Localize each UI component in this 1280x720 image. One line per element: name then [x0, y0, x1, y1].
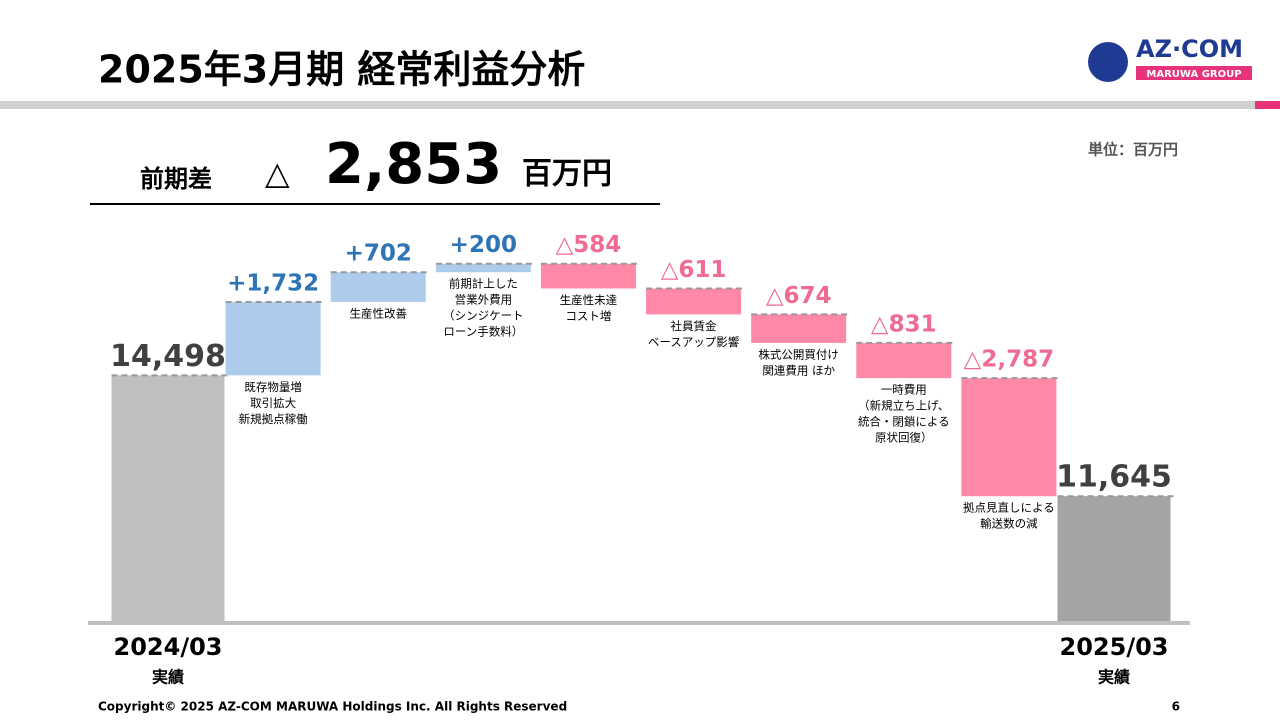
x-tick-label: 生産性改善	[349, 306, 407, 320]
x-tick-label: （シンジケート	[443, 309, 524, 323]
x-tick-label: 一時費用	[881, 383, 927, 397]
x-tick-label: 営業外費用	[455, 293, 513, 307]
header-accent	[1255, 101, 1280, 109]
x-tick-label: 社員賃金	[671, 319, 717, 333]
unit-note: 単位：百万円	[1088, 141, 1178, 159]
summary-value: 2,853	[325, 132, 502, 197]
value-label: 11,645	[1056, 460, 1172, 495]
value-label: +200	[450, 232, 517, 258]
x-tick-label: 前期計上した	[449, 277, 518, 291]
x-tick-label: 2024/03	[114, 633, 223, 661]
x-tick-label: 株式公開買付け	[758, 347, 839, 361]
x-tick-label: （新規立ち上げ、	[858, 399, 949, 413]
x-tick-label: 統合・閉鎖による	[858, 415, 950, 429]
logo: AZ·COM	[1136, 35, 1243, 63]
copyright: Copyright© 2025 AZ-COM MARUWA Holdings I…	[98, 700, 567, 714]
x-tick-label: 新規拠点稼働	[239, 412, 308, 426]
bar	[540, 263, 636, 289]
x-tick-label: 関連費用 ほか	[762, 363, 835, 377]
bar	[961, 378, 1057, 497]
title: 2025年3月期 経常利益分析	[98, 48, 585, 92]
bar	[1057, 496, 1171, 621]
bar	[111, 375, 225, 621]
bar	[856, 342, 952, 379]
logo-sub: MARUWA GROUP	[1146, 69, 1241, 80]
x-tick-label: 実績	[152, 668, 184, 687]
summary-sign: △	[265, 154, 290, 192]
value-label: 14,498	[110, 339, 226, 374]
bar	[225, 301, 321, 376]
summary-unit: 百万円	[522, 157, 612, 192]
logo-sub-bg	[1136, 66, 1252, 80]
bar	[646, 288, 742, 315]
value-label: △611	[661, 257, 727, 283]
x-tick-label: 実績	[1098, 668, 1130, 687]
bar	[435, 263, 531, 273]
x-tick-label: 取引拡大	[250, 396, 296, 410]
value-label: +702	[345, 241, 412, 267]
value-label: +1,732	[227, 270, 319, 296]
value-label: △831	[871, 311, 937, 337]
header-band	[0, 101, 1255, 109]
page-number: 6	[1172, 700, 1180, 714]
x-tick-label: ベースアップ影響	[648, 335, 739, 349]
x-tick-label: コスト増	[565, 309, 611, 323]
bar	[751, 314, 847, 343]
x-tick-label: ローン手数料）	[443, 325, 523, 339]
x-tick-label: 拠点見直しによる	[963, 501, 1055, 515]
x-tick-label: 2025/03	[1060, 633, 1169, 661]
x-tick-label: 既存物量増	[244, 380, 302, 394]
logo-icon	[1088, 42, 1128, 82]
x-tick-label: 輸送数の減	[980, 517, 1038, 531]
summary-label: 前期差	[140, 165, 212, 193]
x-tick-label: 生産性未達	[560, 293, 618, 307]
value-label: △584	[556, 232, 622, 258]
x-tick-label: 原状回復）	[875, 431, 933, 445]
value-label: △2,787	[964, 347, 1054, 373]
value-label: △674	[766, 283, 832, 309]
bar	[330, 272, 426, 302]
